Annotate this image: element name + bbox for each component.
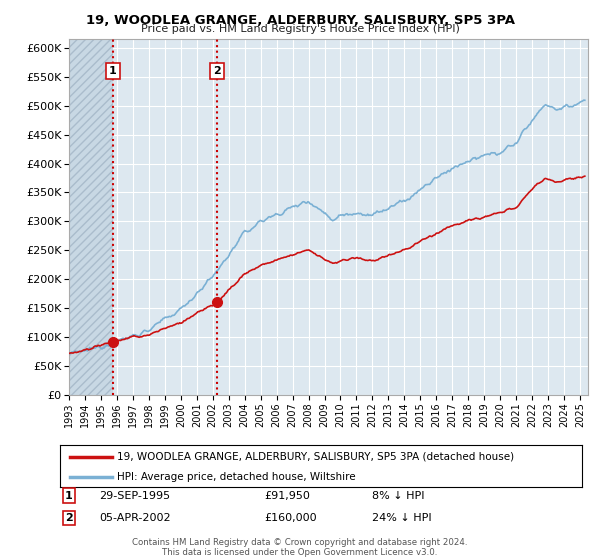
Text: £91,950: £91,950 — [264, 491, 310, 501]
Text: 2: 2 — [65, 513, 73, 523]
Text: 1: 1 — [109, 66, 117, 76]
Text: 24% ↓ HPI: 24% ↓ HPI — [372, 513, 431, 523]
Bar — [69, 39, 113, 395]
Text: 05-APR-2002: 05-APR-2002 — [99, 513, 170, 523]
Text: 2: 2 — [213, 66, 221, 76]
Text: 29-SEP-1995: 29-SEP-1995 — [99, 491, 170, 501]
Text: 1: 1 — [65, 491, 73, 501]
Text: Contains HM Land Registry data © Crown copyright and database right 2024.
This d: Contains HM Land Registry data © Crown c… — [132, 538, 468, 557]
Text: 19, WOODLEA GRANGE, ALDERBURY, SALISBURY, SP5 3PA: 19, WOODLEA GRANGE, ALDERBURY, SALISBURY… — [86, 14, 515, 27]
Text: 8% ↓ HPI: 8% ↓ HPI — [372, 491, 425, 501]
Text: HPI: Average price, detached house, Wiltshire: HPI: Average price, detached house, Wilt… — [118, 472, 356, 482]
Text: Price paid vs. HM Land Registry's House Price Index (HPI): Price paid vs. HM Land Registry's House … — [140, 24, 460, 34]
Text: 19, WOODLEA GRANGE, ALDERBURY, SALISBURY, SP5 3PA (detached house): 19, WOODLEA GRANGE, ALDERBURY, SALISBURY… — [118, 452, 515, 462]
Text: £160,000: £160,000 — [264, 513, 317, 523]
